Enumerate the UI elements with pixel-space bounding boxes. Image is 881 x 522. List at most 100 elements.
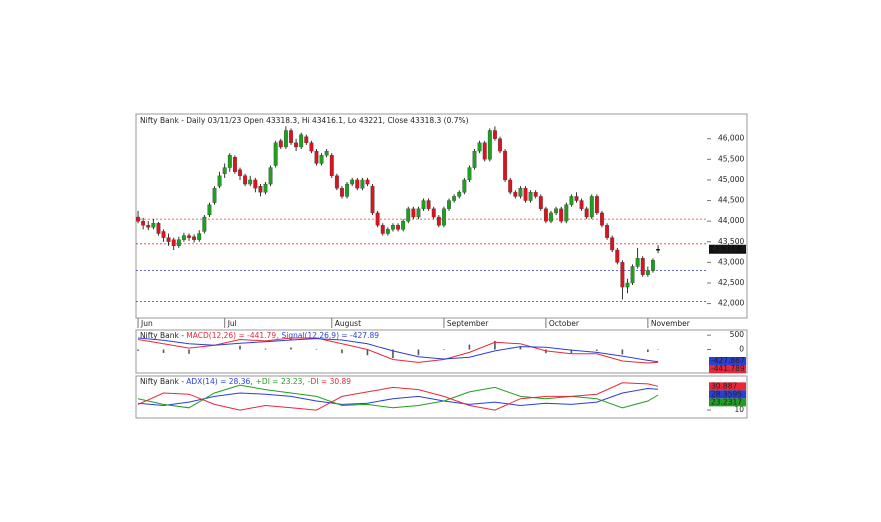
histogram-bar xyxy=(494,340,496,350)
x-tick-label: October xyxy=(549,319,580,328)
adx-panel xyxy=(135,375,748,419)
histogram-bar xyxy=(315,348,318,350)
price-panel xyxy=(135,113,748,319)
candle-body xyxy=(161,231,166,238)
x-tick-label: August xyxy=(335,319,361,328)
panel-header: Nifty Bank - MACD(12,26) = -441.79, Signa… xyxy=(140,331,379,340)
candle-body xyxy=(528,192,533,201)
candle-body xyxy=(651,260,655,271)
x-tick-label: Jun xyxy=(140,319,153,328)
candle-body xyxy=(136,216,140,222)
candle-body xyxy=(355,179,360,189)
candle-body xyxy=(187,235,191,238)
candle-body xyxy=(584,208,589,218)
candle-body xyxy=(513,192,518,197)
panel-header-prefix: Nifty Bank - xyxy=(140,377,186,386)
candle-body xyxy=(416,208,421,218)
histogram-bar xyxy=(366,349,369,356)
chart-title: Nifty Bank - Daily 03/11/23 Open 43318.3… xyxy=(140,116,469,125)
candle-body xyxy=(518,188,523,197)
value-box xyxy=(709,365,746,373)
candle-body xyxy=(574,196,579,201)
candle-body xyxy=(212,188,217,203)
candle-body xyxy=(232,157,237,172)
candle-body xyxy=(610,237,615,251)
histogram-bar xyxy=(443,349,445,351)
histogram-bar xyxy=(392,349,394,359)
candle-body xyxy=(452,196,457,201)
candle-body xyxy=(166,237,171,242)
candle-body xyxy=(278,140,283,148)
candle-body xyxy=(396,225,400,230)
candle-body xyxy=(564,204,569,222)
candle-body xyxy=(620,262,625,288)
value-box xyxy=(709,398,746,407)
panel-header-prefix: Nifty Bank - xyxy=(140,331,186,340)
candle-body xyxy=(375,212,380,226)
candle-body xyxy=(600,212,604,226)
x-tick-label: November xyxy=(651,319,691,328)
candle-body xyxy=(141,221,146,226)
histogram-bar xyxy=(290,347,292,350)
candle-body xyxy=(482,142,487,160)
legend-entry: ADX(14) = 28.36, xyxy=(186,377,252,386)
candle-body xyxy=(192,236,197,240)
candle-body xyxy=(467,167,472,181)
macd-panel xyxy=(135,329,748,374)
candle-body xyxy=(176,239,181,247)
candle-body xyxy=(283,130,288,148)
candle-body xyxy=(268,167,273,185)
candle-body xyxy=(533,192,538,197)
candle-body xyxy=(630,266,635,284)
candle-body xyxy=(472,150,477,168)
histogram-bar xyxy=(468,344,471,350)
series-line xyxy=(137,387,659,407)
candle-body xyxy=(217,175,222,187)
candle-body xyxy=(406,208,411,222)
candle-body xyxy=(345,183,350,197)
candle-body xyxy=(207,204,212,216)
histogram-bar xyxy=(570,349,573,354)
candle-body xyxy=(447,200,451,209)
candle-body xyxy=(462,179,467,193)
value-box-label: 23.2317 xyxy=(711,397,742,406)
y-tick-label: 42,000 xyxy=(718,299,744,308)
y-tick-label: 43,500 xyxy=(718,237,744,246)
candle-body xyxy=(549,212,553,222)
candle-body xyxy=(569,196,574,205)
histogram-bar xyxy=(647,349,649,353)
candle-body xyxy=(263,183,268,193)
candle-body xyxy=(640,258,645,275)
y-tick-label: 500 xyxy=(730,330,745,339)
candle-body xyxy=(248,179,253,185)
value-box xyxy=(709,357,746,365)
histogram-bar xyxy=(596,349,598,351)
candle-body xyxy=(222,167,227,174)
y-tick-label: 0 xyxy=(739,344,744,353)
candle-body xyxy=(559,208,564,222)
candle-body xyxy=(503,150,508,181)
value-box-label: 30.887 xyxy=(711,381,737,390)
last-price-label: 43,318.3 xyxy=(712,244,746,253)
candle-body xyxy=(309,142,314,152)
candle-body xyxy=(477,142,482,152)
candle-body xyxy=(508,179,513,193)
histogram-bar xyxy=(417,349,420,356)
candle-body xyxy=(156,223,161,234)
candle-body xyxy=(146,225,151,228)
y-tick-label: 10 xyxy=(734,405,744,414)
candle-body xyxy=(385,229,390,234)
x-tick-label: Jul xyxy=(227,319,237,328)
y-tick-label: 45,000 xyxy=(718,175,744,184)
y-tick-label: 44,000 xyxy=(718,216,744,225)
candle-body xyxy=(151,223,156,228)
candle-body xyxy=(391,225,395,230)
candle-body xyxy=(543,208,548,222)
y-tick-label: 43,000 xyxy=(718,257,744,266)
candle-body xyxy=(202,216,207,232)
candle-body xyxy=(273,142,278,166)
histogram-bar xyxy=(188,349,190,354)
histogram-bar xyxy=(162,349,165,353)
candle-body xyxy=(299,134,304,148)
